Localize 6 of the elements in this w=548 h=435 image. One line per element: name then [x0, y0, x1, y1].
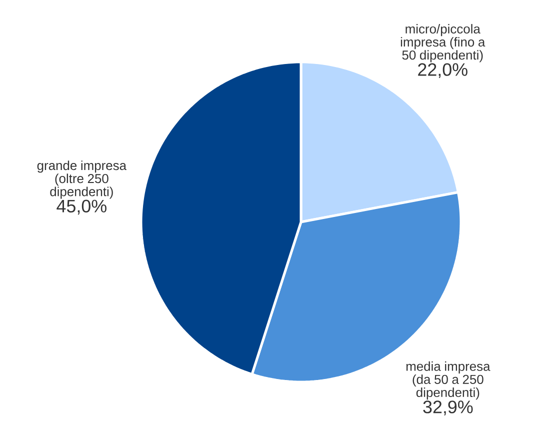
data-label: 45,0%	[56, 200, 106, 215]
data-label: 32,9%	[423, 400, 473, 416]
slice-label: media impresa (da 50 a 250 dipendenti)	[406, 361, 490, 400]
slice-label: micro/piccola impresa (fino a 50 dipendenti)	[400, 24, 486, 62]
data-label: 22,0%	[418, 63, 468, 78]
slice-label: grande impresa (oltre 250 dipendenti)	[37, 160, 127, 199]
